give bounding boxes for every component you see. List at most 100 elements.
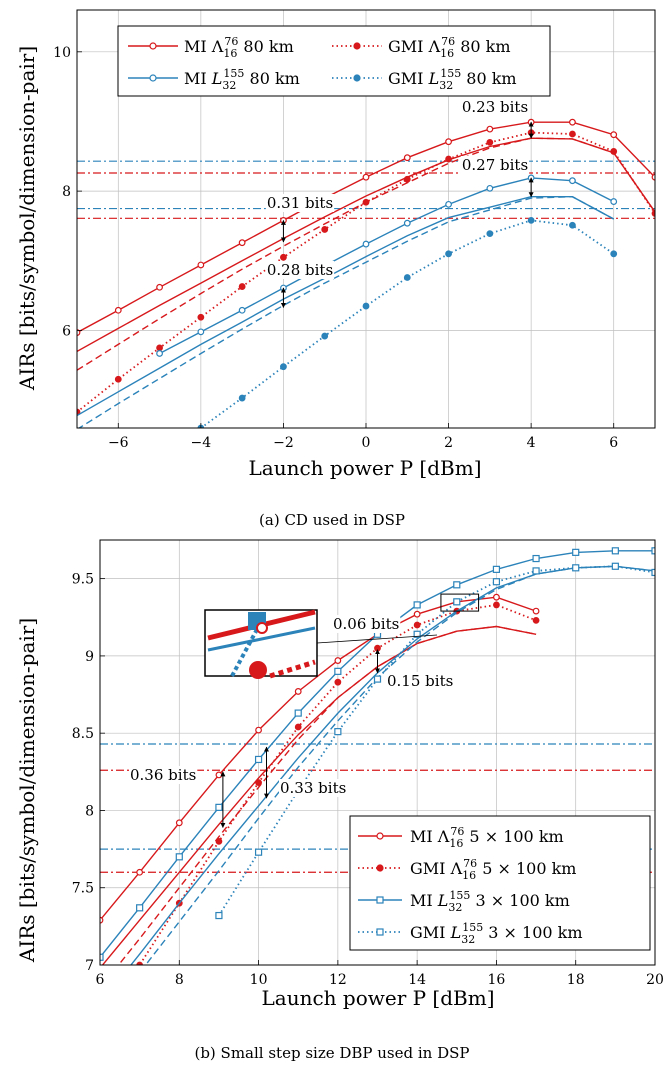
chart-a-series-0-point-12 <box>569 118 576 126</box>
chart-a-legend-label-3: MI L32155 80 km <box>184 67 300 92</box>
chart-a-series-0-point-8 <box>403 154 411 162</box>
chart-a-series-3-point-3 <box>197 313 205 321</box>
chart-a-series-7-point-3 <box>321 332 329 340</box>
chart-a-series-7-point-7 <box>486 230 494 238</box>
chart-b-series-0-point-6 <box>334 657 342 664</box>
chart-b-legend-entry-2: GMI Λ1676 5 × 100 km <box>358 857 576 882</box>
chart-b-series-7-point-6 <box>453 598 461 606</box>
chart-b-series-3-point-1 <box>136 961 144 965</box>
chart-b-series-4-point-0 <box>100 953 104 961</box>
chart-a-ytick-label-0: 6 <box>62 323 71 339</box>
chart-b-series-4-point-14 <box>651 547 655 555</box>
chart-b-xtick-label-3: 12 <box>329 972 347 988</box>
chart-a-series-7-point-1 <box>238 394 246 402</box>
chart-b-series-3-point-4 <box>255 779 262 787</box>
chart-a-series-3-point-0 <box>77 408 81 416</box>
chart-a-annotation-label-1: 0.27 bits <box>462 156 528 174</box>
chart-a-series-3-point-12 <box>569 130 576 138</box>
chart-a-series <box>77 118 655 428</box>
chart-a-series-3-point-4 <box>238 283 246 290</box>
chart-b-series-3-point-5 <box>294 723 302 731</box>
chart-b-series-3-point-10 <box>493 601 500 609</box>
chart-a-series-3-point-9 <box>445 155 452 163</box>
chart-b-ytick-label-4: 9 <box>85 649 94 665</box>
chart-a-legend: MI Λ1676 80 km GMI Λ1676 80 km MI L32155… <box>117 25 551 97</box>
chart-b-annotation-label-0: 0.36 bits <box>130 766 196 784</box>
chart-a-series-4-point-7 <box>445 200 452 208</box>
chart-a-xtick-label-0: −6 <box>108 435 129 451</box>
chart-a-series-7-point-4 <box>362 302 370 310</box>
chart-b-series-7-point-7 <box>492 578 501 586</box>
chart-a-series-0-point-9 <box>445 138 452 146</box>
chart-b-series-7-point-3 <box>334 728 342 736</box>
chart-a-series-line-5 <box>77 195 615 417</box>
chart-b-series-4-point-11 <box>532 554 540 563</box>
chart-a-series-3-point-6 <box>321 226 329 233</box>
chart-b-series-0-point-1 <box>136 868 144 876</box>
chart-b-series-3-point-6 <box>334 678 342 686</box>
chart-b-series-0-point-3 <box>215 771 223 779</box>
chart-b-xtick-label-4: 14 <box>408 972 426 988</box>
chart-a-series-7-point-2 <box>280 363 287 371</box>
chart-b-series-0-point-8 <box>413 610 421 618</box>
chart-b-series-7-point-5 <box>413 630 421 638</box>
chart-a-legend-box <box>117 25 551 97</box>
chart-b-ytick-label-1: 7.5 <box>72 881 94 897</box>
chart-b-series-4-point-3 <box>215 803 223 811</box>
chart-b-series-4-point-5 <box>294 709 302 717</box>
chart-b-series-0-point-0 <box>100 916 104 924</box>
chart-a-series-3-point-14 <box>651 210 655 217</box>
chart-b-xtick-label-2: 10 <box>250 972 268 988</box>
chart-b-series-3-point-0 <box>97 1021 103 1027</box>
chart-a-series-4-point-11 <box>610 198 618 205</box>
chart-a-series-0-point-0 <box>77 329 81 336</box>
chart-a-threshold-lines <box>77 160 655 219</box>
chart-b-xtick-label-1: 8 <box>175 972 184 988</box>
chart-b-series-4-point-1 <box>136 904 144 912</box>
chart-b-series-7-point-8 <box>532 567 540 575</box>
chart-a-ticks: −6 −4 −2 0 2 4 6 6 8 10 <box>53 45 618 451</box>
chart-b-series-0-point-10 <box>493 593 500 601</box>
chart-a-series-7-point-9 <box>569 221 576 229</box>
chart-a-xtick-label-3: 0 <box>362 435 371 451</box>
chart-b-legend-box <box>349 815 651 951</box>
chart-b-series-7-point-1 <box>254 848 263 856</box>
chart-b-series-line-7 <box>218 565 655 916</box>
chart-a-series-4-point-5 <box>362 240 370 248</box>
chart-b-caption: (b) Small step size DBP used in DSP <box>194 1044 469 1062</box>
chart-a-series-3-point-13 <box>610 148 618 155</box>
chart-a-series-line-3 <box>77 131 655 413</box>
chart-b-series-7-point-0 <box>215 911 223 920</box>
chart-b-series-0-point-11 <box>532 607 540 615</box>
chart-a-legend-label-2: GMI Λ1676 80 km <box>388 35 511 60</box>
chart-a-series-line-4 <box>159 177 615 355</box>
chart-a-series-3-point-5 <box>280 253 287 261</box>
chart-a-ytick-label-1: 8 <box>62 184 71 200</box>
chart-b-series-4-point-9 <box>453 581 461 589</box>
chart-b-series-4-point-12 <box>572 548 580 556</box>
chart-a-series-4-point-0 <box>156 350 163 357</box>
chart-a-series-0-point-7 <box>362 173 370 181</box>
chart-b-series-0-point-2 <box>175 819 183 827</box>
chart-b-frame <box>99 539 656 966</box>
chart-a-xtick-label-2: −2 <box>273 435 294 451</box>
chart-b-series-line-3 <box>138 603 537 965</box>
chart-a-xtick-label-6: 6 <box>609 435 618 451</box>
chart-b-series-4-point-4 <box>254 755 263 764</box>
chart-a-series-4-point-1 <box>197 328 205 336</box>
chart-b-xlabel: Launch power P [dBm] <box>261 986 494 1010</box>
chart-a-series-0-point-3 <box>197 261 205 269</box>
chart-a-ytick-label-2: 10 <box>53 45 71 61</box>
chart-b-xtick-label-0: 6 <box>96 972 105 988</box>
chart-b-legend-label-1: MI Λ1676 5 × 100 km <box>410 825 564 850</box>
chart-a-annotation-label-2: 0.31 bits <box>267 194 333 212</box>
chart-a-legend-entry-1: MI Λ1676 80 km <box>128 35 294 60</box>
chart-a-series-3-point-10 <box>486 138 494 146</box>
chart-b-series-7-point-11 <box>651 568 655 577</box>
chart-a-series-7-point-10 <box>610 250 618 258</box>
chart-a-series-0-point-1 <box>114 306 122 314</box>
chart-a-series-7-point-8 <box>527 216 535 224</box>
chart-b-legend-entry-1: MI Λ1676 5 × 100 km <box>358 825 564 850</box>
